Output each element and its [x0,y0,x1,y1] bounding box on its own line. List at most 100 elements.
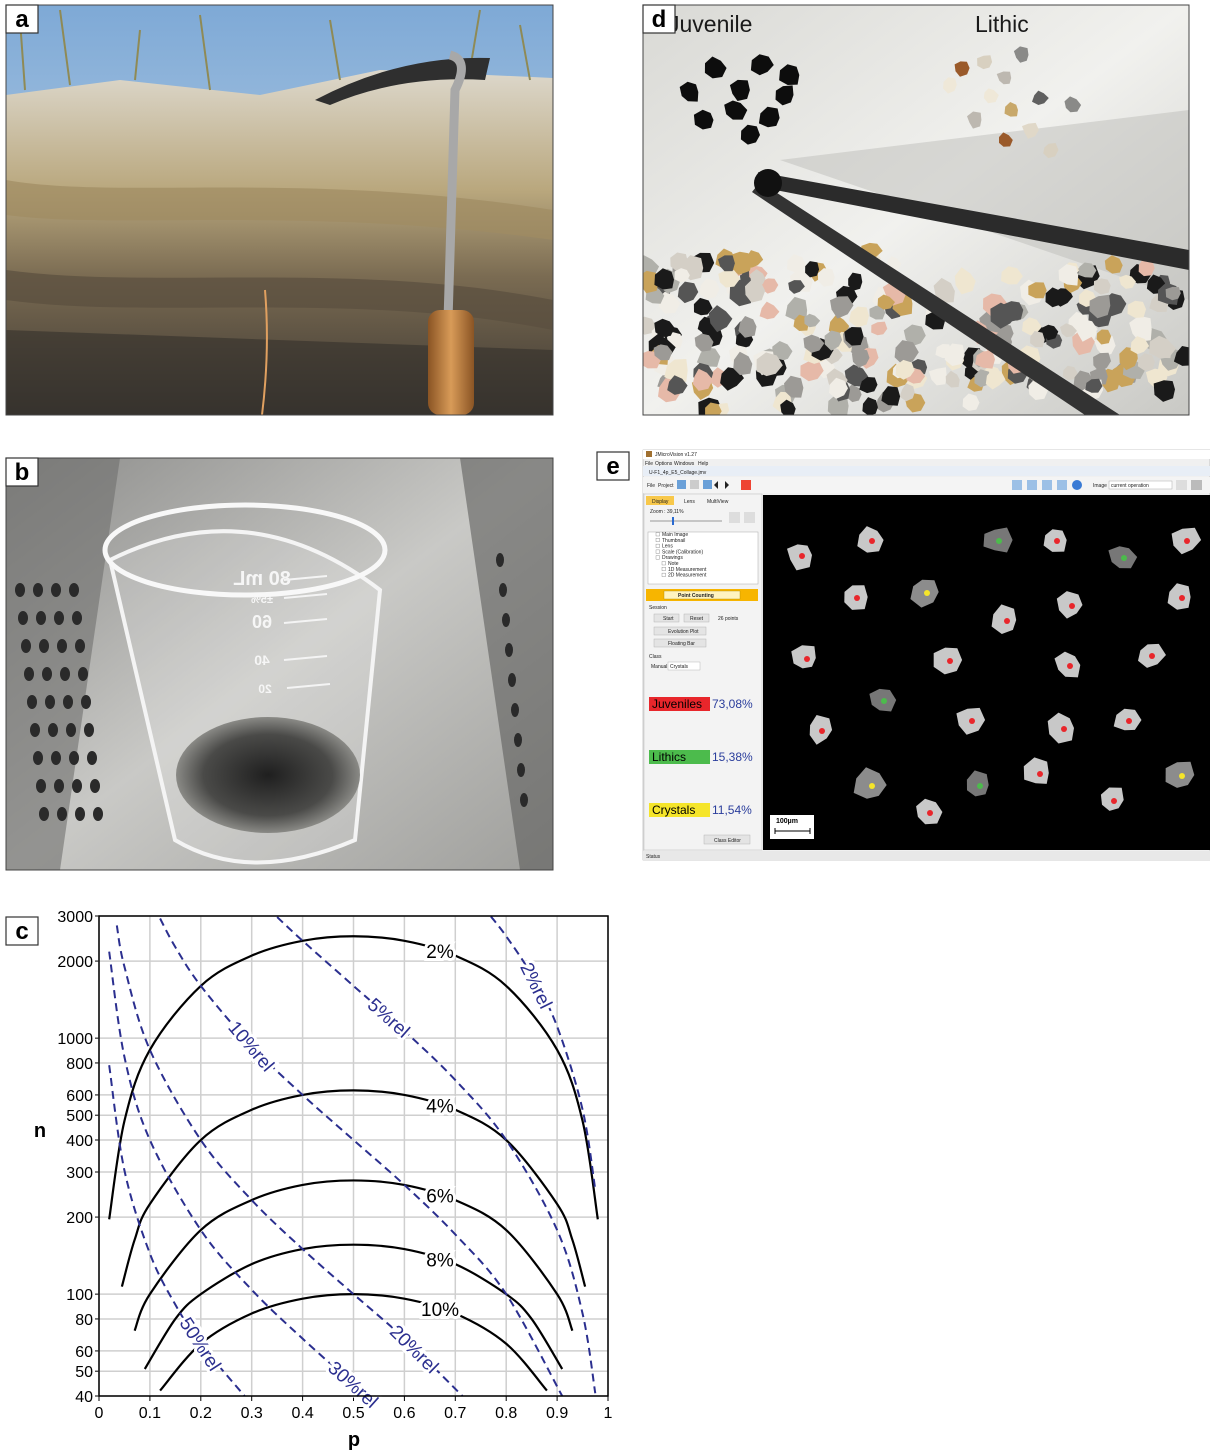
class-select[interactable]: Crystals [670,664,689,670]
hole [502,613,510,627]
tab[interactable]: Lens [684,499,695,505]
tab[interactable]: MultiView [707,499,729,505]
grain [696,347,721,367]
hole [54,779,64,793]
grain [877,294,895,310]
checkbox [655,543,660,548]
button[interactable]: Floating Bar [668,641,695,647]
hole [45,695,55,709]
grain [1058,264,1079,286]
class-swatch [649,750,710,764]
grain [1153,380,1175,402]
hole [60,667,70,681]
hole [51,583,61,597]
grain [895,359,915,380]
hole [78,667,88,681]
grain [933,277,955,303]
grain [830,296,854,319]
toolbar-item[interactable]: File [647,483,655,489]
menu-item[interactable]: Help [698,461,709,467]
grain [1022,122,1039,139]
count-point [1179,773,1185,779]
panel-label: a [15,6,29,33]
image-label: Image [1093,483,1107,489]
button[interactable]: Reset [690,616,704,622]
x-tick-label: 0.8 [495,1405,517,1422]
count-point [881,698,887,704]
grain [658,291,681,314]
grain [1064,96,1082,113]
button[interactable]: Start [663,616,674,622]
count-point [977,783,983,789]
class-name: Juveniles [652,697,702,711]
menu-item[interactable]: Options [655,461,673,467]
graduation [286,683,331,689]
grain [759,301,780,320]
panel-label: d [652,6,667,33]
grain [954,61,970,77]
grain [733,351,753,376]
count-point [869,538,875,544]
tool-select[interactable]: Point Counting [678,593,714,599]
menu-item[interactable]: File [645,461,653,467]
grain [745,250,764,268]
grain [653,344,673,361]
image-select[interactable]: current operation [1111,483,1149,489]
layer-item: 2D Measurement [668,573,707,579]
beaker-mark: 80 mL [233,568,291,590]
x-tick-label: 0.4 [291,1405,313,1422]
grain [674,268,690,283]
grain [705,402,722,415]
hole [520,793,528,807]
particle [1047,712,1074,744]
tab[interactable]: Display [652,499,669,505]
frame [5,457,554,871]
grain [761,278,779,294]
menu-item[interactable]: Windows [674,461,695,467]
grain [983,88,999,104]
hole [63,695,73,709]
count-point [1061,726,1067,732]
grain [1173,346,1189,366]
grain [1138,258,1155,277]
particle [1054,651,1081,678]
hole [81,695,91,709]
button[interactable]: Class Editor [714,838,741,844]
x-tick-label: 0.9 [546,1405,568,1422]
checkbox [655,555,660,560]
particle [966,770,989,797]
hole [511,703,519,717]
count-point [1149,653,1155,659]
grain [848,306,869,328]
grain [738,316,757,338]
grain [975,350,995,369]
layer-item: Note [668,561,679,567]
grain [724,100,748,120]
hole [69,583,79,597]
grain [903,324,926,347]
grain [862,397,878,415]
y-tick-label: 300 [66,1165,93,1182]
x-tick-label: 0.5 [342,1405,364,1422]
y-tick-label: 800 [66,1056,93,1073]
hole [87,751,97,765]
count-point [1067,663,1073,669]
checkbox [655,538,660,542]
grain [788,280,805,294]
hole [42,667,52,681]
y-tick-label: 60 [75,1344,93,1361]
hole [66,723,76,737]
grain [704,56,727,79]
grain [693,109,714,130]
grain [1022,317,1042,336]
curve-label: 10% [421,1300,459,1321]
beaker-mark: ±5% [251,594,273,606]
window-title: JMicroVision v1.27 [655,452,697,458]
hole [39,639,49,653]
hole [499,583,507,597]
file-tab[interactable]: U-F1_4p_E5_Collage.jmv [649,470,707,476]
grain [869,305,886,320]
hole [33,583,43,597]
button[interactable]: Evolution Plot [668,629,699,635]
toolbar-item[interactable]: Project [658,483,674,489]
